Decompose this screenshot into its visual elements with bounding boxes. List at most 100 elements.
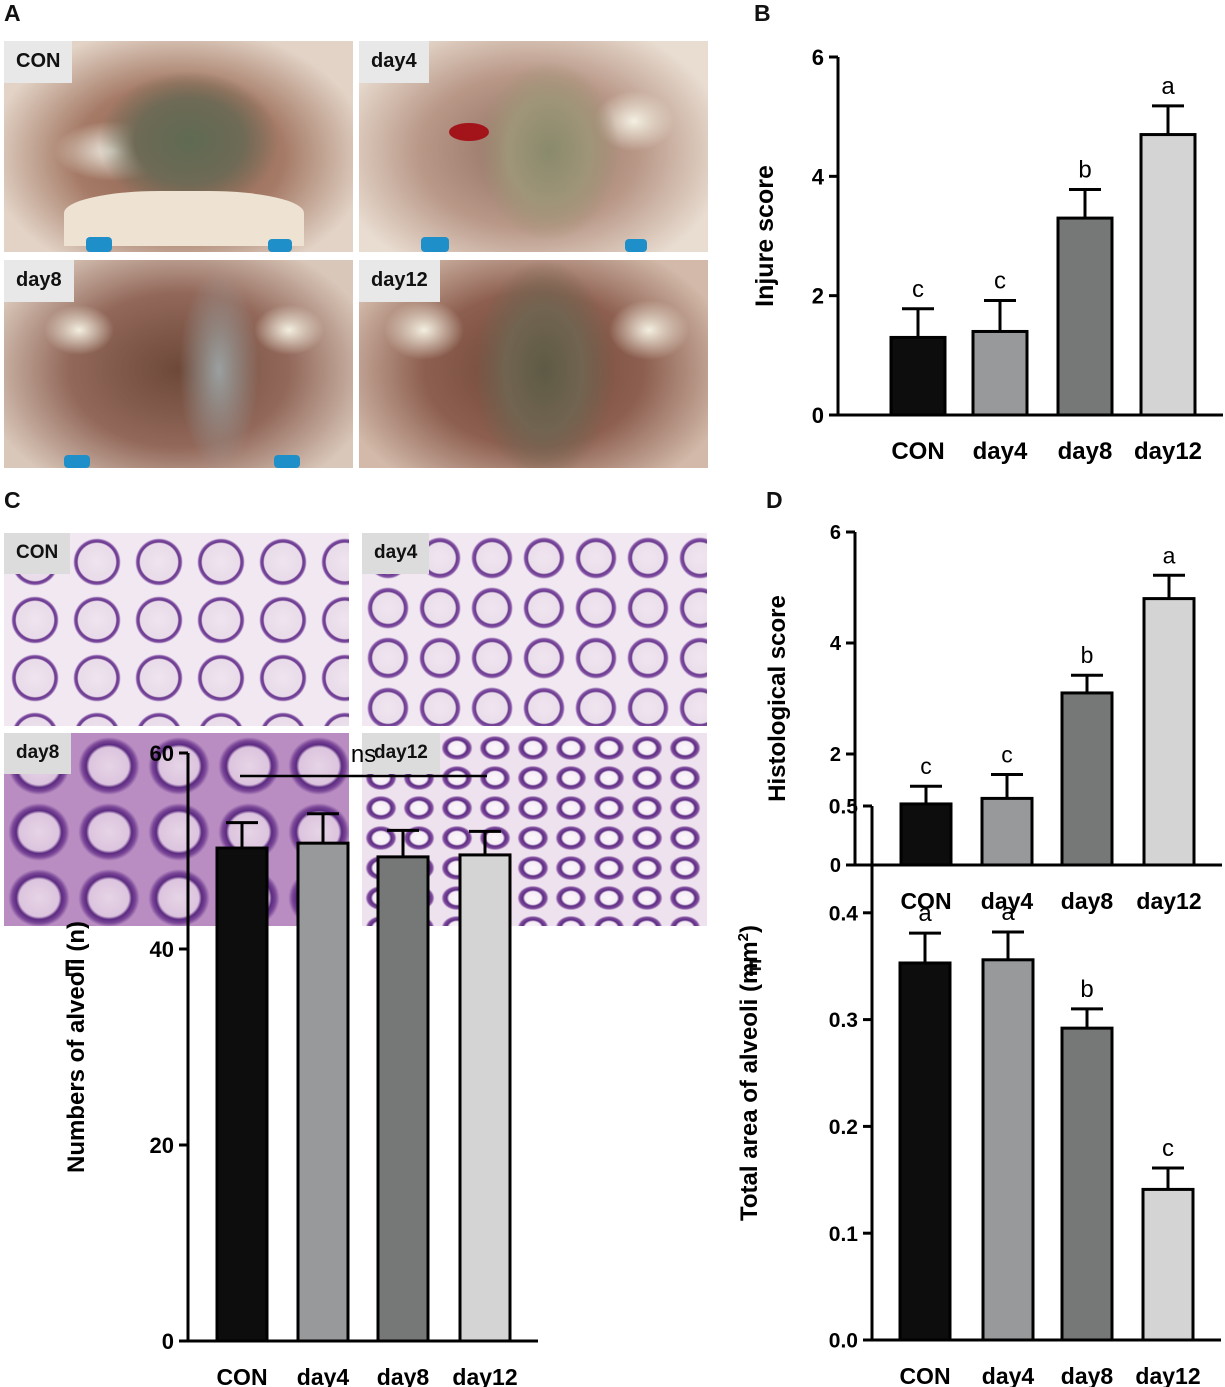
x-tick-label: day12 — [452, 1364, 517, 1387]
bar-con — [215, 846, 269, 1343]
gross-photo-day8: day8 — [4, 260, 353, 468]
blue-clip-left — [64, 455, 90, 468]
bar-day12 — [1141, 1187, 1195, 1342]
photo-label: day8 — [4, 260, 74, 302]
gross-photo-day4: day4 — [359, 41, 708, 252]
y-tick-label: 0.4 — [829, 902, 859, 925]
y-tick-label: 0.0 — [829, 1330, 858, 1353]
gross-photo-day12: day12 — [359, 260, 708, 468]
y-tick-label: 60 — [150, 741, 174, 766]
y-tick-label: 4 — [830, 633, 842, 655]
panel-letter-d: D — [766, 487, 783, 513]
x-tick-label: day12 — [1134, 438, 1202, 465]
y-axis-label: Injure score — [751, 165, 779, 307]
significance-letter: c — [912, 276, 924, 303]
significance-letter: c — [1001, 742, 1013, 768]
x-tick-label: day8 — [377, 1364, 430, 1387]
bar-day4 — [980, 796, 1034, 867]
significance-letter: b — [1080, 976, 1093, 1003]
significance-letter: a — [1001, 899, 1015, 926]
bar-con — [898, 961, 952, 1342]
significance-letter: c — [1162, 1135, 1174, 1162]
y-tick-label: 2 — [830, 744, 841, 766]
photo-label: day12 — [359, 260, 440, 302]
x-tick-label: CON — [216, 1364, 267, 1387]
bar-day8 — [1056, 216, 1114, 417]
significance-letter: b — [1078, 156, 1091, 183]
blue-clip-right — [268, 239, 292, 252]
tissue-shadow — [64, 191, 304, 246]
histology-photo-day4: day4 — [362, 533, 707, 726]
x-tick-label: day4 — [982, 1363, 1035, 1387]
y-axis-label: Numbers of alveoli (n) — [63, 921, 90, 1173]
photo-label: day12 — [362, 733, 440, 774]
significance-letter: a — [918, 900, 932, 927]
panel-letter-c: C — [4, 487, 21, 513]
bar-day8 — [1060, 691, 1114, 867]
blue-clip-left — [421, 237, 449, 252]
x-tick-label: day12 — [1135, 1363, 1200, 1387]
y-tick-label: 2 — [812, 284, 824, 309]
y-tick-label: 40 — [150, 937, 174, 962]
x-tick-label: CON — [900, 888, 951, 914]
blue-clip-right — [274, 455, 300, 468]
histology-photo-day8: day8 — [4, 733, 349, 926]
x-tick-label: day12 — [1136, 888, 1201, 914]
gross-photo-con: CON — [4, 41, 353, 252]
bar-day12 — [1142, 597, 1196, 867]
bar-day4 — [296, 841, 350, 1343]
y-tick-label: 0 — [162, 1329, 174, 1354]
photo-label: CON — [4, 41, 73, 83]
hemorrhage-spot — [449, 123, 489, 141]
x-tick-label: CON — [899, 1363, 950, 1387]
y-tick-label: 0 — [812, 403, 824, 428]
x-tick-label: day4 — [973, 438, 1028, 465]
bar-day4 — [981, 958, 1035, 1342]
chart-d: 0 2 4 6 CON c day4 c day8 b day12 a Histological sco… — [764, 522, 1222, 914]
significance-ns: ns — [351, 741, 376, 768]
y-axis-label: Total area of alveoli (mm2) — [735, 925, 763, 1221]
bar-con — [899, 802, 953, 867]
histology-photo-con: CON — [4, 533, 349, 726]
x-tick-label: day4 — [297, 1364, 350, 1387]
y-tick-label: 0.5 — [829, 796, 859, 819]
photo-label: day4 — [359, 41, 429, 83]
y-axis-label-superscript: 2 — [735, 933, 752, 941]
panel-letter-f: F — [748, 955, 763, 981]
x-tick-label: CON — [891, 438, 944, 465]
y-tick-label: 6 — [830, 522, 841, 544]
significance-letter: b — [1081, 642, 1094, 668]
y-axis-label-rest: ) — [736, 925, 763, 933]
significance-letter: a — [1161, 73, 1175, 100]
y-tick-label: 4 — [812, 164, 825, 189]
chart-f: 0.00.10.20.30.40.5CONaday4aday8bday12cTo… — [735, 796, 1221, 1387]
bar-day8 — [1060, 1026, 1114, 1342]
significance-letter: c — [994, 267, 1006, 294]
chart-b: 0 2 4 6 CON c day4 c day8 b day12 a Injure score — [751, 45, 1223, 465]
bar-day12 — [458, 853, 512, 1343]
photo-label: day4 — [362, 533, 430, 574]
y-tick-label: 0.3 — [829, 1009, 858, 1032]
bar-con — [889, 335, 947, 417]
y-tick-label: 6 — [812, 45, 824, 70]
y-tick-label: 0.1 — [829, 1223, 859, 1246]
bar-day4 — [971, 329, 1029, 417]
blue-clip-left — [86, 237, 112, 252]
chart-e: 0 20 40 60 CON day4 day8 day12 ns Numbers of alve… — [63, 741, 538, 1387]
bar-day8 — [376, 855, 430, 1343]
x-tick-label: day8 — [1058, 438, 1113, 465]
significance-letter: a — [1163, 542, 1176, 568]
photo-label: day8 — [4, 733, 72, 774]
x-tick-label: day4 — [981, 888, 1034, 914]
panel-letter-e: E — [64, 955, 80, 981]
photo-label: CON — [4, 533, 71, 574]
panel-letter-a: A — [4, 0, 21, 26]
y-axis-label: Histological score — [764, 595, 791, 802]
x-tick-label: day8 — [1061, 1363, 1114, 1387]
significance-letter: c — [920, 753, 932, 779]
y-tick-label: 0.2 — [829, 1116, 858, 1139]
bar-day12 — [1139, 133, 1197, 417]
x-tick-label: day8 — [1061, 888, 1114, 914]
y-tick-label: 0 — [830, 855, 841, 877]
